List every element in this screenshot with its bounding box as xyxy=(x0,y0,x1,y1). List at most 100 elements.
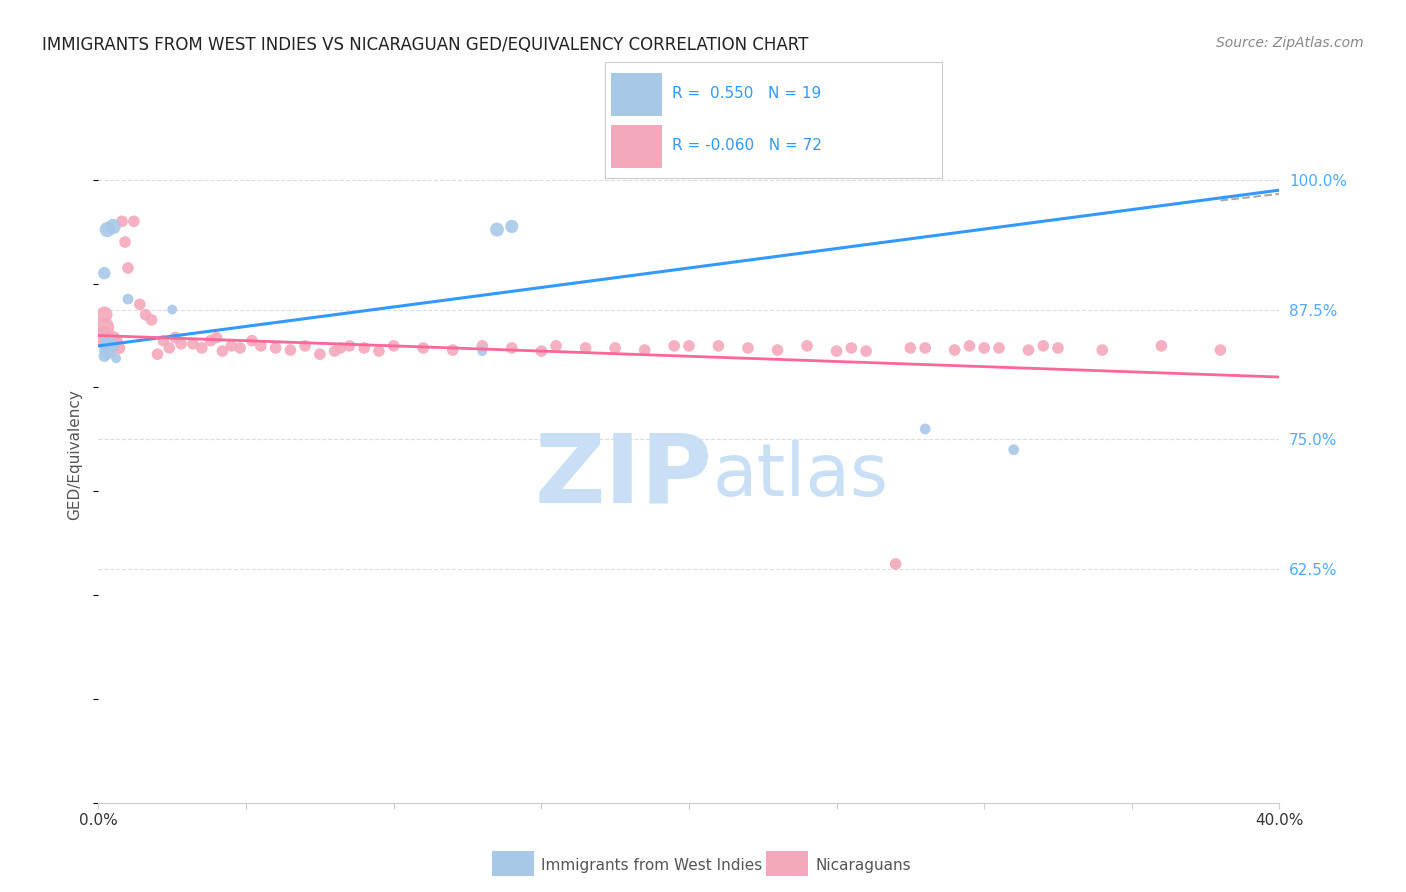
Point xyxy=(959,339,981,353)
Point xyxy=(1002,442,1025,457)
Point xyxy=(1091,343,1114,357)
Point xyxy=(796,339,818,353)
Point xyxy=(219,339,242,353)
Point xyxy=(229,341,252,355)
Point xyxy=(501,219,523,234)
Point xyxy=(486,222,509,236)
Point xyxy=(181,336,204,351)
Point xyxy=(211,344,233,359)
Point xyxy=(914,422,936,436)
Point xyxy=(162,302,183,317)
Point xyxy=(664,339,686,353)
Point xyxy=(339,339,360,353)
Point xyxy=(170,336,193,351)
Point xyxy=(943,343,966,357)
Text: Immigrants from West Indies: Immigrants from West Indies xyxy=(541,858,762,872)
Point xyxy=(737,341,759,355)
Point xyxy=(128,297,150,311)
Point xyxy=(105,351,128,366)
Point xyxy=(165,330,187,344)
Text: ZIP: ZIP xyxy=(534,429,713,523)
Point xyxy=(707,339,730,353)
Point xyxy=(264,341,287,355)
Point xyxy=(574,341,596,355)
Point xyxy=(96,330,118,344)
FancyBboxPatch shape xyxy=(612,125,662,168)
Point xyxy=(96,336,118,351)
Point xyxy=(135,308,157,322)
Point xyxy=(987,341,1010,355)
Point xyxy=(323,344,346,359)
Point xyxy=(103,330,125,344)
Point xyxy=(98,334,121,348)
Point xyxy=(117,292,139,306)
Point xyxy=(841,341,863,355)
Point xyxy=(633,343,655,357)
Point xyxy=(530,344,553,359)
Text: Nicaraguans: Nicaraguans xyxy=(815,858,911,872)
Point xyxy=(105,334,128,348)
Point xyxy=(103,339,125,353)
Point xyxy=(412,341,434,355)
Point xyxy=(353,341,375,355)
Point xyxy=(96,222,118,236)
Point xyxy=(825,344,848,359)
Point xyxy=(108,341,131,355)
Point xyxy=(309,347,332,361)
Point xyxy=(368,344,391,359)
Point xyxy=(501,341,523,355)
Point xyxy=(93,308,115,322)
Point xyxy=(1017,343,1039,357)
Point xyxy=(93,266,115,280)
Point xyxy=(1150,339,1173,353)
Point xyxy=(278,343,302,357)
Point xyxy=(122,214,145,228)
Point xyxy=(329,341,352,355)
Point xyxy=(884,557,907,571)
Text: IMMIGRANTS FROM WEST INDIES VS NICARAGUAN GED/EQUIVALENCY CORRELATION CHART: IMMIGRANTS FROM WEST INDIES VS NICARAGUA… xyxy=(42,36,808,54)
Point xyxy=(191,341,214,355)
Point xyxy=(93,320,115,334)
Point xyxy=(103,339,125,353)
Point xyxy=(973,341,995,355)
Point xyxy=(900,341,922,355)
Point xyxy=(93,349,115,363)
Point xyxy=(605,341,627,355)
Text: R =  0.550   N = 19: R = 0.550 N = 19 xyxy=(672,87,821,102)
Point xyxy=(1046,341,1069,355)
Point xyxy=(546,339,568,353)
Point xyxy=(294,339,316,353)
Point xyxy=(1032,339,1054,353)
Point xyxy=(678,339,700,353)
Point xyxy=(96,347,118,361)
Point xyxy=(200,334,222,348)
Point xyxy=(111,214,134,228)
Point xyxy=(103,219,125,234)
Point xyxy=(98,345,121,359)
Point xyxy=(93,343,115,357)
Text: atlas: atlas xyxy=(713,441,889,511)
FancyBboxPatch shape xyxy=(612,73,662,116)
Point xyxy=(240,334,263,348)
Y-axis label: GED/Equivalency: GED/Equivalency xyxy=(67,390,83,520)
Point xyxy=(98,335,121,350)
Point xyxy=(152,334,174,348)
Point xyxy=(96,334,118,348)
Point xyxy=(90,328,112,343)
Point xyxy=(96,341,118,355)
Point xyxy=(157,341,180,355)
Point xyxy=(141,313,163,327)
Point xyxy=(1209,343,1232,357)
Text: Source: ZipAtlas.com: Source: ZipAtlas.com xyxy=(1216,36,1364,50)
Text: R = -0.060   N = 72: R = -0.060 N = 72 xyxy=(672,138,823,153)
Point xyxy=(855,344,877,359)
Point xyxy=(471,344,494,359)
Point xyxy=(205,330,228,344)
Point xyxy=(914,341,936,355)
Point xyxy=(471,339,494,353)
Point xyxy=(441,343,464,357)
Point xyxy=(250,339,273,353)
Point xyxy=(117,260,139,275)
Point xyxy=(114,235,136,249)
Point xyxy=(766,343,789,357)
